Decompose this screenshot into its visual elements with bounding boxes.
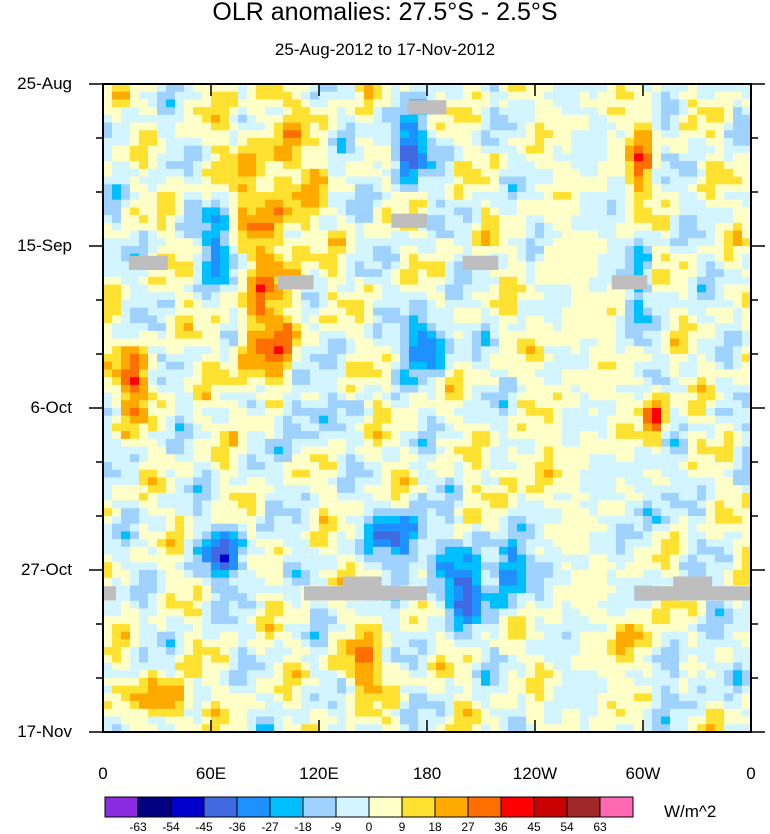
colorbar-box [137, 796, 172, 818]
colorbar-box [203, 796, 238, 818]
colorbar-label: 9 [398, 820, 406, 834]
anomaly-field [103, 84, 751, 732]
colorbar-label: -63 [129, 820, 147, 834]
colorbar-box [302, 796, 337, 818]
missing-data-patch [407, 100, 447, 115]
missing-data-patch [673, 576, 713, 590]
y-tick-label: 27-Oct [20, 560, 72, 579]
colorbar-label: 54 [560, 820, 574, 834]
missing-data-patch [342, 576, 382, 590]
colorbar-label: 27 [461, 820, 475, 834]
y-tick-label: 25-Aug [17, 74, 72, 93]
x-tick-label: 120W [512, 764, 558, 783]
colorbar-box [401, 796, 436, 818]
chart-title: OLR anomalies: 27.5°S - 2.5°S [212, 0, 558, 26]
missing-data-patch [634, 586, 751, 601]
colorbar-label: -9 [330, 820, 342, 834]
colorbar-label: 63 [593, 820, 607, 834]
y-tick-label: 17-Nov [17, 722, 72, 741]
colorbar-box [236, 796, 271, 818]
colorbar-units: W/m^2 [664, 802, 717, 821]
colorbar [104, 796, 634, 818]
colorbar-label: 45 [527, 820, 541, 834]
colorbar-box [104, 796, 139, 818]
colorbar-label: -45 [195, 820, 213, 834]
x-tick-label: 60E [195, 764, 227, 783]
colorbar-box [566, 796, 601, 818]
chart-subtitle: 25-Aug-2012 to 17-Nov-2012 [274, 40, 496, 59]
colorbar-box [467, 796, 502, 818]
colorbar-label: 36 [494, 820, 508, 834]
missing-data-layer [103, 100, 751, 601]
colorbar-label: 18 [428, 820, 442, 834]
missing-data-patch [462, 255, 499, 270]
colorbar-box [335, 796, 370, 818]
x-tick-label: 180 [412, 764, 442, 783]
missing-data-patch [128, 255, 168, 270]
x-tick-label: 120E [299, 764, 339, 783]
missing-data-patch [303, 586, 427, 601]
colorbar-box [599, 796, 634, 818]
x-tick-label: 0 [98, 764, 108, 783]
y-tick-label: 15-Sep [17, 236, 72, 255]
x-tick-label: 0 [746, 764, 756, 783]
missing-data-patch [103, 586, 116, 601]
missing-data-patch [277, 275, 314, 290]
colorbar-label: -36 [228, 820, 246, 834]
missing-data-patch [391, 213, 427, 228]
y-tick-label: 6-Oct [30, 398, 72, 417]
colorbar-box [269, 796, 304, 818]
colorbar-box [500, 796, 535, 818]
colorbar-box [533, 796, 568, 818]
missing-data-patch [611, 275, 648, 290]
colorbar-label: -18 [294, 820, 312, 834]
colorbar-label: 0 [365, 820, 373, 834]
colorbar-label: -27 [261, 820, 279, 834]
colorbar-box [368, 796, 403, 818]
axis-ticks [89, 83, 765, 733]
x-tick-label: 60W [625, 764, 661, 783]
colorbar-box [434, 796, 469, 818]
colorbar-box [170, 796, 205, 818]
colorbar-label: -54 [162, 820, 180, 834]
